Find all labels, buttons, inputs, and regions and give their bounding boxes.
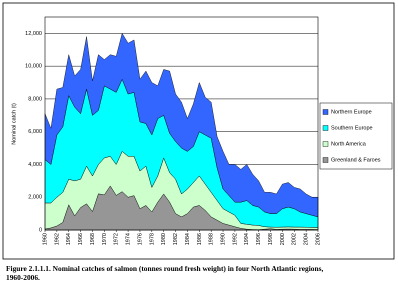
- x-tick-label: 1966: [78, 233, 84, 245]
- legend-swatch: [322, 125, 329, 131]
- x-tick-label: 1978: [149, 233, 155, 245]
- x-tick-label: 1960: [42, 233, 48, 245]
- plot-frame: [44, 16, 319, 231]
- legend-swatch: [322, 141, 329, 147]
- x-tick-label: 2006: [315, 233, 321, 245]
- x-tick-label: 1990: [220, 233, 226, 245]
- x-tick-label: 1964: [66, 233, 72, 245]
- x-tick-label: 1986: [197, 233, 203, 245]
- x-tick-label: 1998: [268, 233, 274, 245]
- y-tick-label: 4,000: [28, 162, 42, 168]
- legend-box: [319, 102, 393, 170]
- x-tick-label: 1992: [232, 233, 238, 245]
- x-tick-label: 1968: [90, 233, 96, 245]
- legend-label: Greenland & Faroes: [331, 157, 381, 163]
- legend-label: Southern Europe: [331, 125, 373, 131]
- x-tick-label: 1994: [244, 233, 250, 245]
- y-axis-label: Nominal catch (t): [11, 103, 17, 145]
- legend-swatch: [322, 157, 329, 163]
- caption: Figure 2.1.1.1. Nominal catches of salmo…: [6, 264, 324, 282]
- x-tick-label: 1976: [137, 233, 143, 245]
- x-tick-label: 2002: [292, 233, 298, 245]
- y-tick-label: 12,000: [25, 31, 42, 37]
- x-tick-label: 1984: [185, 233, 191, 245]
- x-tick-label: 1972: [114, 233, 120, 245]
- x-tick-label: 2004: [304, 233, 310, 245]
- y-tick-label: 2,000: [28, 195, 42, 201]
- x-tick-label: 1980: [161, 233, 167, 245]
- x-tick-label: 1962: [54, 233, 60, 245]
- y-tick-label: 10,000: [25, 64, 42, 70]
- x-tick-label: 1988: [209, 233, 215, 245]
- legend-swatch: [322, 109, 329, 115]
- x-tick-label: 1996: [256, 233, 262, 245]
- y-tick-label: 6,000: [28, 129, 42, 135]
- x-tick-label: 1974: [126, 233, 132, 245]
- legend-label: North America: [331, 141, 367, 147]
- x-tick-label: 2000: [280, 233, 286, 245]
- y-tick-label: 0: [39, 227, 42, 233]
- x-tick-label: 1970: [102, 233, 108, 245]
- x-tick-label: 1982: [173, 233, 179, 245]
- chart: Nominal catch (t) 0 2,000 4,000 6,000 8,000 1…: [2, 2, 395, 260]
- y-tick-label: 8,000: [28, 96, 42, 102]
- legend-label: Northern Europe: [331, 109, 372, 115]
